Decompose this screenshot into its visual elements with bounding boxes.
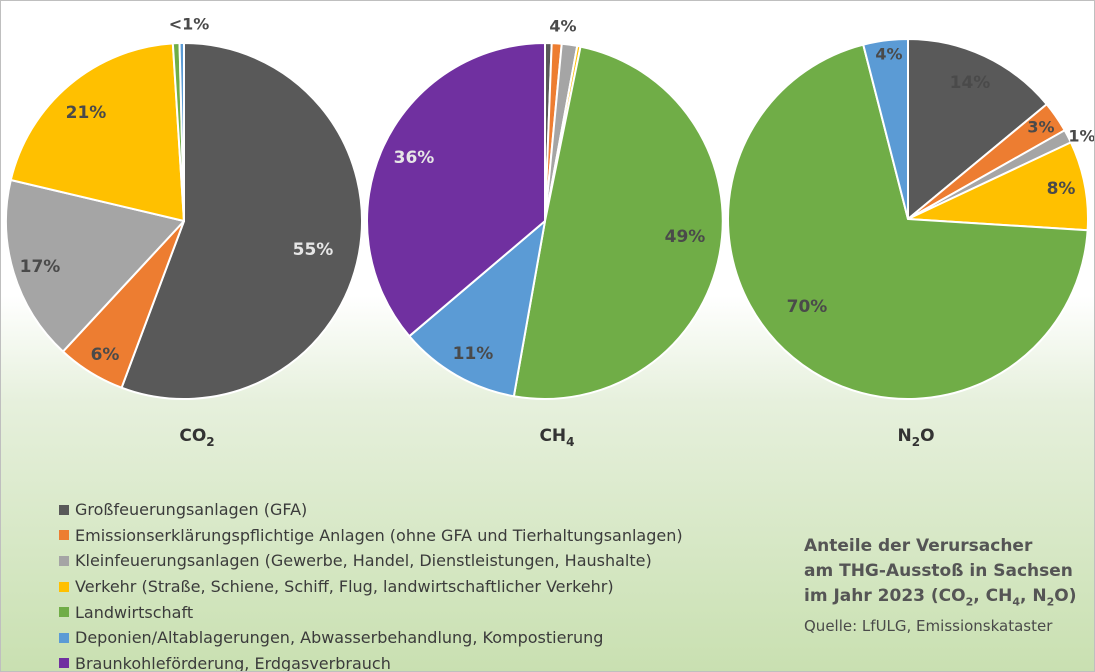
legend-swatch <box>59 607 69 618</box>
legend-label: Verkehr (Straße, Schiene, Schiff, Flug, … <box>75 577 614 597</box>
legend-label: Landwirtschaft <box>75 602 194 622</box>
legend: Großfeuerungsanlagen (GFA) Emissionserklä… <box>59 497 683 672</box>
data-label-n2o-0: 14% <box>950 73 991 93</box>
data-label-co2-4: <1% <box>169 15 210 34</box>
data-label-co2-2: 17% <box>20 257 61 277</box>
caption-line-3: im Jahr 2023 (CO2, CH4, N2O) <box>804 584 1077 614</box>
legend-item: Verkehr (Straße, Schiene, Schiff, Flug, … <box>59 574 683 600</box>
data-label-ch4-4: 49% <box>665 227 706 247</box>
series-title-n2o: N2O <box>897 426 934 449</box>
caption-line-3-text: im Jahr 2023 ( <box>804 586 939 606</box>
slice-co2-5 <box>178 42 185 222</box>
gas-ch-sub: 4 <box>1012 595 1021 609</box>
slice-co2-0 <box>120 42 363 400</box>
data-label-co2-0: 55% <box>293 240 334 260</box>
legend-swatch <box>59 504 69 515</box>
chart-caption: Anteile der Verursacher am THG-Ausstoß i… <box>804 534 1077 635</box>
slice-ch4-5 <box>408 220 546 398</box>
series-title-co2: CO2 <box>179 426 214 449</box>
slice-n2o-3 <box>907 141 1089 232</box>
legend-item: Braunkohleförderung, Erdgasverbrauch <box>59 651 683 672</box>
legend-item: Emissionserklärungspflichtige Anlagen (o… <box>59 523 683 549</box>
source-text: Quelle: LfULG, Emissionskataster <box>804 617 1053 636</box>
data-label-n2o-1: 3% <box>1027 118 1054 137</box>
gas-n-sub: 2 <box>1046 595 1055 609</box>
data-label-co2-1: 6% <box>91 345 120 365</box>
gas-co: CO <box>938 586 966 606</box>
slice-n2o-4 <box>727 43 1089 400</box>
legend-swatch <box>59 581 69 592</box>
slice-co2-2 <box>5 178 185 353</box>
gas-ch: , CH <box>973 586 1013 606</box>
data-label-n2o-5: 4% <box>875 45 902 64</box>
legend-swatch <box>59 530 69 541</box>
legend-label: Braunkohleförderung, Erdgasverbrauch <box>75 653 391 672</box>
caption-line-2: am THG-Ausstoß in Sachsen <box>804 561 1073 581</box>
gas-n: , N <box>1020 586 1047 606</box>
slice-n2o-5 <box>862 38 909 220</box>
slice-ch4-6 <box>366 42 546 338</box>
gas-o: O) <box>1054 586 1077 606</box>
data-label-n2o-2: 1% <box>1068 127 1094 146</box>
legend-item: Landwirtschaft <box>59 599 683 625</box>
slice-ch4-4 <box>512 45 724 400</box>
data-label-ch4-3: 4% <box>549 17 576 36</box>
data-label-co2-3: 21% <box>66 103 107 123</box>
data-label-ch4-6: 36% <box>394 148 435 168</box>
gas-co-sub: 2 <box>965 595 974 609</box>
legend-label: Großfeuerungsanlagen (GFA) <box>75 500 308 520</box>
legend-label: Deponien/Altablagerungen, Abwasserbehand… <box>75 628 604 648</box>
caption-line-1: Anteile der Verursacher <box>804 536 1033 556</box>
legend-swatch <box>59 658 69 669</box>
data-label-n2o-4: 70% <box>787 297 828 317</box>
pie-charts: 55% 6% 17% 21% <1% CO2 4% 49% 11% 36% CH4 14% 3% 1% 8%… <box>5 15 1094 449</box>
legend-swatch <box>59 632 69 643</box>
slice-n2o-0 <box>907 38 1048 220</box>
data-label-n2o-3: 8% <box>1047 179 1076 199</box>
legend-item: Deponien/Altablagerungen, Abwasserbehand… <box>59 625 683 651</box>
legend-swatch <box>59 555 69 566</box>
series-title-ch4: CH4 <box>539 426 574 449</box>
data-label-ch4-5: 11% <box>453 344 494 364</box>
slice-co2-3 <box>9 42 185 222</box>
legend-item: Kleinfeuerungsanlagen (Gewerbe, Handel, … <box>59 548 683 574</box>
legend-label: Emissionserklärungspflichtige Anlagen (o… <box>75 525 683 545</box>
legend-label: Kleinfeuerungsanlagen (Gewerbe, Handel, … <box>75 551 652 571</box>
legend-item: Großfeuerungsanlagen (GFA) <box>59 497 683 523</box>
